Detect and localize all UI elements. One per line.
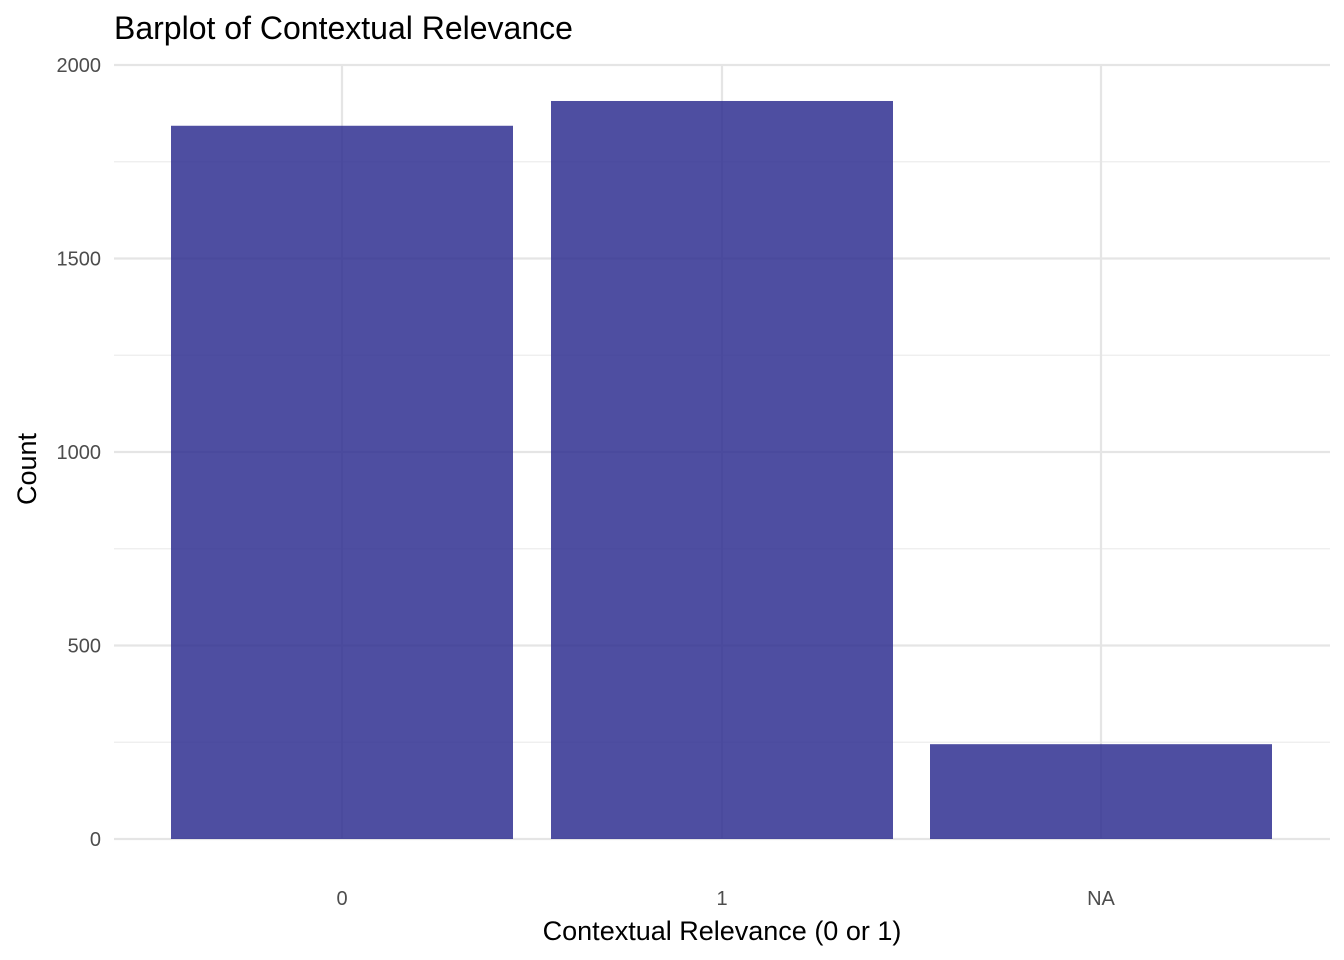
bars	[171, 100, 1272, 840]
x-tick-label: 1	[716, 888, 727, 910]
y-tick-label: 500	[68, 636, 101, 658]
y-tick-label: 2000	[57, 55, 102, 77]
bar-0	[171, 125, 513, 839]
x-tick-label: NA	[1087, 888, 1115, 910]
bar-NA	[930, 744, 1272, 839]
y-tick-label: 1000	[57, 442, 102, 464]
x-tick-labels: 0 1 NA	[336, 888, 1115, 910]
y-tick-label: 1500	[57, 249, 102, 271]
y-tick-label: 0	[90, 829, 101, 851]
bar-1	[551, 100, 893, 840]
y-tick-labels: 0 500 1000 1500 2000	[57, 55, 102, 851]
x-axis-title: Contextual Relevance (0 or 1)	[543, 916, 902, 946]
x-tick-label: 0	[336, 888, 347, 910]
y-axis-title: Count	[12, 432, 42, 505]
chart-title: Barplot of Contextual Relevance	[114, 10, 573, 46]
